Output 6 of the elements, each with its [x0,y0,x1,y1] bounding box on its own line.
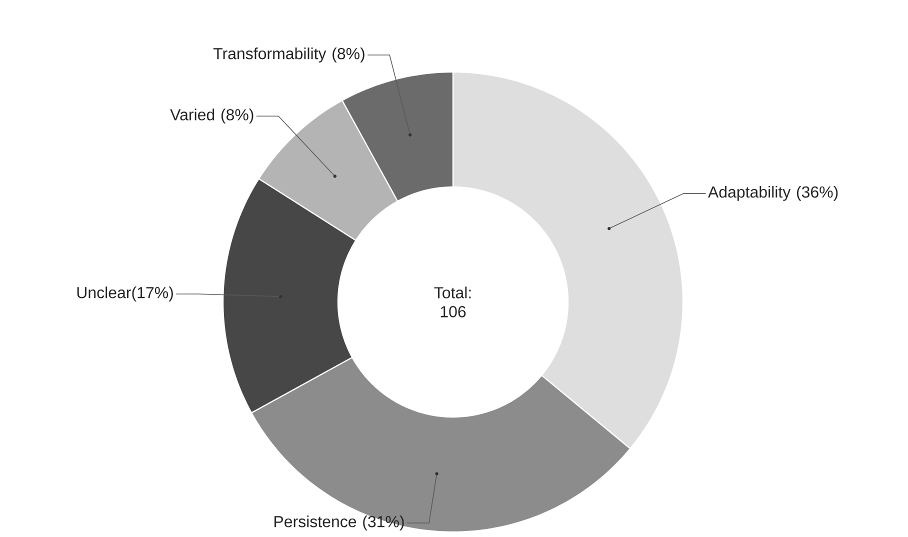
slice-label: Varied (8%) [170,108,254,124]
slice-label: Adaptability (36%) [708,186,838,201]
slice-label: Persistence (31%) [274,516,404,530]
slice-label: Transformability (8%) [213,48,364,62]
text: Total: 106 [434,286,471,318]
slice-label: Unclear(17%) [77,286,173,302]
